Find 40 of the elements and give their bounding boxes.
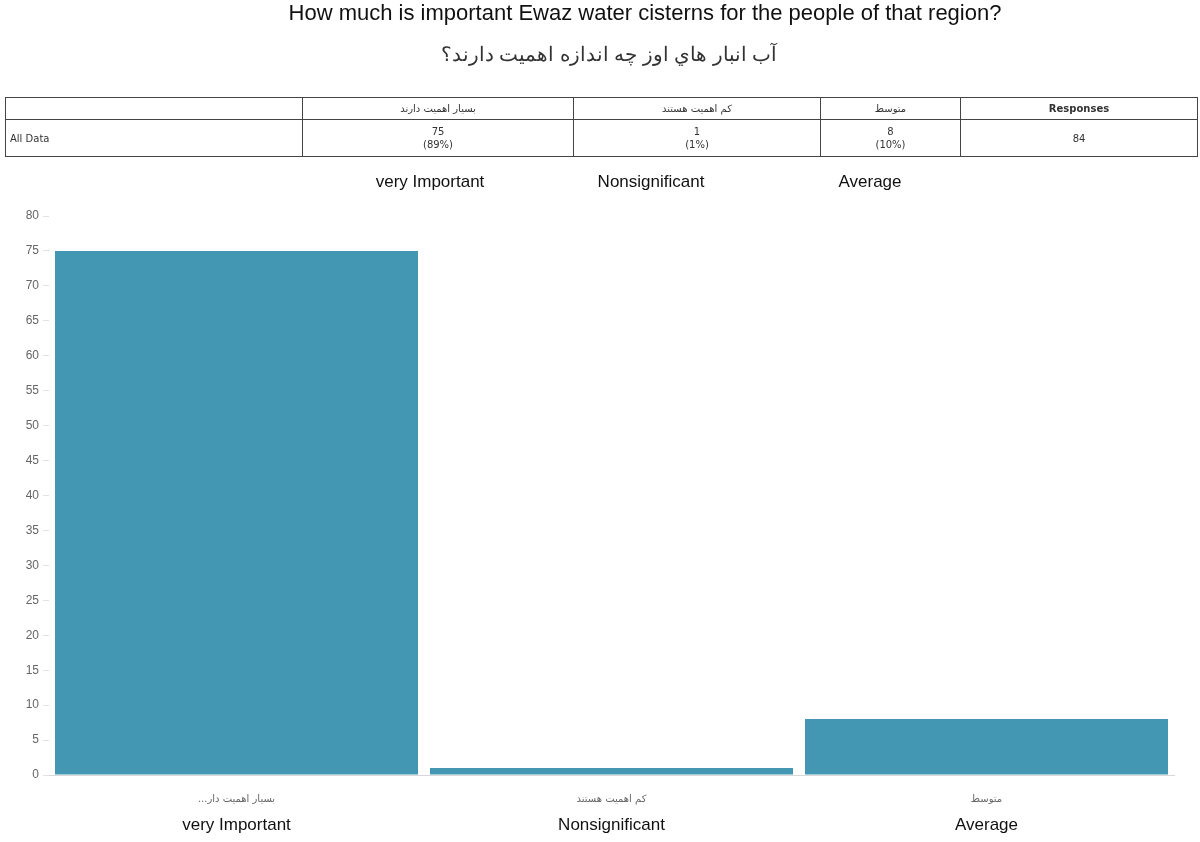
y-tick-label: 15 [25, 662, 40, 677]
text: Responses [960, 97, 1198, 120]
y-tick-label: 10 [25, 697, 40, 712]
text: Nonsignificant [558, 814, 666, 834]
text: 1 (1%) [573, 119, 821, 157]
chart-title: How much is important Ewaz water cisterns for the people of that region? [287, 0, 1003, 26]
y-tick-label: 5 [32, 732, 40, 747]
x-tick-label: بسیار اهمیت دار... [197, 792, 276, 804]
text: 75 (89%) [302, 119, 574, 157]
y-tick-label: 55 [25, 383, 40, 397]
y-tick-label: 70 [25, 278, 40, 293]
x-tick-label: کم اهمیت هستند [576, 792, 647, 805]
y-tick-label: 75 [25, 243, 40, 258]
y-tick-label: 65 [25, 313, 40, 328]
y-tick-label: 80 [25, 208, 40, 223]
text: All Data [5, 119, 303, 157]
text: Average [954, 814, 1019, 834]
y-tick-label: 40 [25, 487, 40, 502]
bar [55, 250, 418, 775]
text: very Important [375, 171, 485, 193]
text: بسیار اهمیت دارند [302, 97, 574, 120]
y-tick-label: 50 [25, 417, 40, 432]
y-tick-label: 30 [25, 557, 40, 572]
x-tick-label: متوسط [970, 792, 1003, 804]
text: متوسط [820, 97, 961, 120]
y-tick-label: 20 [25, 627, 40, 642]
text: 84 [960, 119, 1198, 157]
y-tick-label: 45 [25, 452, 40, 467]
bar [805, 719, 1168, 775]
text: Nonsignificant [597, 171, 705, 193]
bar [430, 768, 793, 775]
y-tick-label: 0 [32, 767, 40, 782]
text: Average [838, 171, 902, 193]
text: very Important [182, 814, 292, 834]
text: 8 (10%) [820, 119, 961, 157]
chart-subtitle: آب انبار هاي اوز چه اندازه اهمیت دارند؟ [439, 42, 779, 68]
y-tick-label: 25 [25, 592, 40, 607]
y-tick-label: 60 [25, 348, 40, 363]
text: کم اهمیت هستند [573, 97, 821, 120]
y-tick-label: 35 [25, 522, 40, 537]
